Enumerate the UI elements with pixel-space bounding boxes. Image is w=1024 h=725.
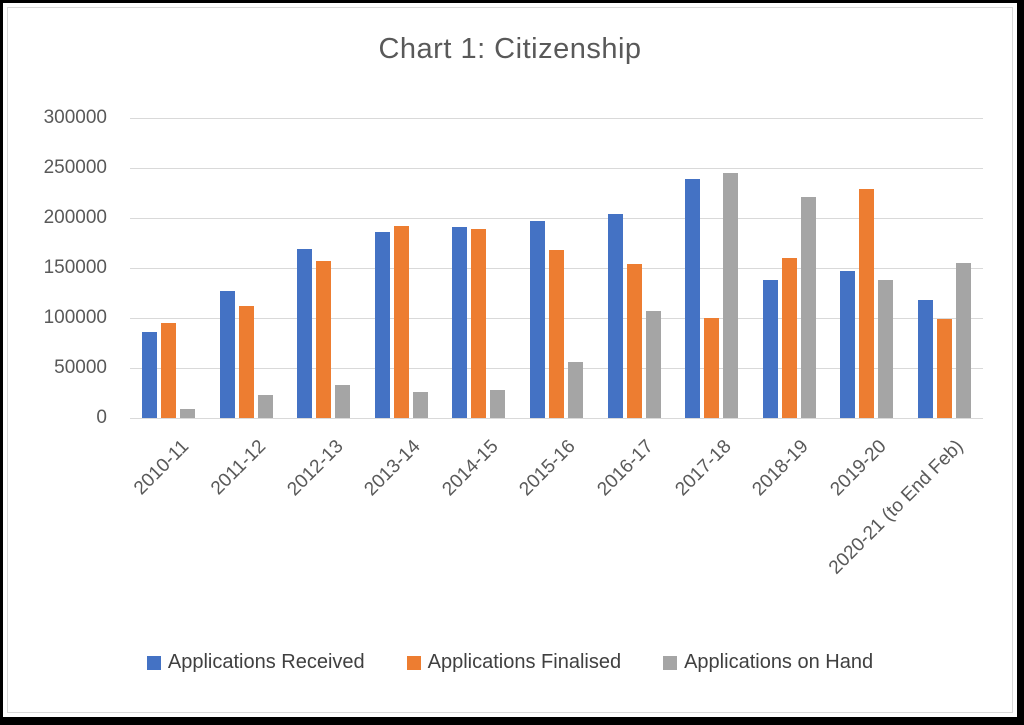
legend-item: Applications Received — [146, 651, 365, 674]
bar-applications-finalised-2012-13 — [316, 261, 331, 418]
gridline — [130, 118, 983, 119]
bar-applications-received-2020-21-to-end-feb- — [918, 300, 933, 418]
y-axis-tick-label: 300000 — [43, 107, 107, 128]
x-axis-tick-label: 2015-16 — [515, 436, 580, 501]
bar-applications-received-2014-15 — [452, 227, 467, 418]
bar-applications-finalised-2013-14 — [394, 226, 409, 418]
bar-applications-on-hand-2018-19 — [801, 197, 816, 418]
x-axis-tick-label: 2014-15 — [438, 436, 503, 501]
bar-applications-received-2016-17 — [608, 214, 623, 418]
bar-applications-on-hand-2011-12 — [258, 395, 273, 418]
x-axis-tick-label: 2017-18 — [671, 436, 736, 501]
gridline — [130, 218, 983, 219]
legend: Applications Received Applications Finali… — [3, 651, 1017, 674]
bar-applications-finalised-2017-18 — [704, 318, 719, 418]
bar-applications-on-hand-2014-15 — [490, 390, 505, 418]
bar-applications-on-hand-2010-11 — [180, 409, 195, 418]
bar-applications-finalised-2014-15 — [471, 229, 486, 418]
gridline — [130, 168, 983, 169]
x-axis-tick-label: 2012-13 — [283, 436, 348, 501]
y-axis-tick-label: 250000 — [43, 157, 107, 178]
chart-title: Chart 1: Citizenship — [378, 33, 642, 65]
bar-applications-on-hand-2013-14 — [413, 392, 428, 418]
bar-applications-on-hand-2017-18 — [723, 173, 738, 418]
legend-label: Applications Finalised — [427, 651, 622, 673]
bar-applications-finalised-2018-19 — [782, 258, 797, 418]
bar-applications-on-hand-2019-20 — [878, 280, 893, 418]
bar-applications-finalised-2015-16 — [549, 250, 564, 418]
y-axis-tick-label: 100000 — [43, 307, 107, 328]
bar-applications-received-2011-12 — [220, 291, 235, 418]
bar-applications-received-2012-13 — [297, 249, 312, 418]
legend-item: Applications Finalised — [406, 651, 622, 674]
bar-applications-received-2013-14 — [375, 232, 390, 418]
legend-swatch-icon — [663, 655, 678, 670]
legend-swatch-icon — [406, 655, 421, 670]
bar-applications-on-hand-2016-17 — [646, 311, 661, 418]
x-axis-tick-label: 2018-19 — [748, 436, 813, 501]
gridline — [130, 418, 983, 419]
plot-area — [130, 118, 983, 419]
bar-applications-finalised-2020-21-to-end-feb- — [937, 319, 952, 418]
bar-applications-received-2017-18 — [685, 179, 700, 418]
bar-applications-received-2015-16 — [530, 221, 545, 418]
legend-item: Applications on Hand — [663, 651, 873, 674]
bar-applications-finalised-2010-11 — [161, 323, 176, 418]
y-axis-tick-label: 0 — [96, 407, 107, 428]
chart-canvas: Chart 1: Citizenship 300000 250000 200000 1… — [3, 3, 1017, 717]
bar-applications-on-hand-2015-16 — [568, 362, 583, 418]
x-axis-tick-label: 2013-14 — [360, 436, 425, 501]
y-axis-tick-label: 200000 — [43, 207, 107, 228]
legend-swatch-icon — [146, 655, 161, 670]
bar-applications-finalised-2016-17 — [627, 264, 642, 418]
bar-applications-received-2019-20 — [840, 271, 855, 418]
y-axis-tick-label: 150000 — [43, 257, 107, 278]
legend-label: Applications Received — [167, 651, 365, 673]
x-axis-tick-label: 2011-12 — [206, 436, 270, 500]
y-axis-tick-label: 50000 — [54, 357, 107, 378]
bar-applications-on-hand-2020-21-to-end-feb- — [956, 263, 971, 418]
bar-applications-on-hand-2012-13 — [335, 385, 350, 418]
x-axis-tick-label: 2020-21 (to End Feb) — [825, 436, 968, 579]
bar-applications-finalised-2019-20 — [859, 189, 874, 418]
bar-applications-finalised-2011-12 — [239, 306, 254, 418]
x-axis-tick-label: 2016-17 — [593, 436, 658, 501]
legend-label: Applications on Hand — [684, 651, 874, 673]
bar-applications-received-2010-11 — [142, 332, 157, 418]
x-axis-tick-label: 2010-11 — [129, 436, 193, 500]
bar-applications-received-2018-19 — [763, 280, 778, 418]
x-axis-tick-label: 2019-20 — [826, 436, 891, 501]
